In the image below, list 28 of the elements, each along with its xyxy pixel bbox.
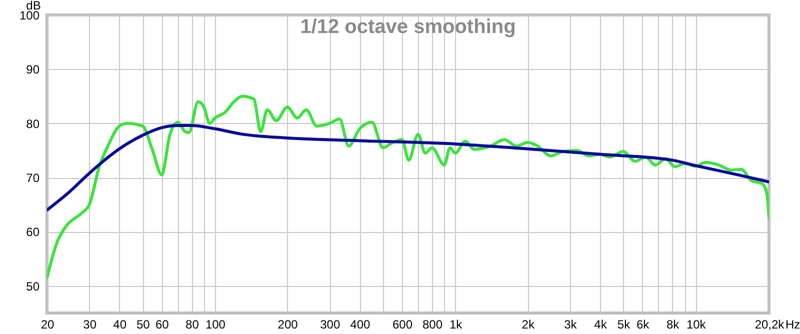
chart-title: 1/12 octave smoothing (300, 16, 516, 38)
x-tick-label: 100 (205, 318, 226, 332)
y-tick-label: 80 (26, 116, 40, 131)
x-tick-label: 80 (186, 318, 200, 332)
x-tick-label: 30 (83, 318, 97, 332)
x-tick-label: 50 (136, 318, 150, 332)
x-tick-label: 400 (350, 318, 370, 332)
y-tick-label: 70 (26, 171, 40, 186)
x-tick-label: 20,2k (754, 318, 786, 332)
x-tick-label: 200 (278, 318, 298, 332)
x-tick-label: 4k (594, 318, 608, 332)
x-tick-label: 5k (617, 318, 632, 332)
x-tick-label: 8k (666, 318, 680, 332)
x-tick-label: 40 (113, 318, 127, 332)
y-tick-label: 90 (26, 62, 40, 77)
x-tick-label: 10k (686, 318, 707, 332)
x-tick-label: 2k (522, 318, 536, 332)
x-tick-label: 6k (636, 318, 650, 332)
x-tick-label: 600 (392, 318, 413, 332)
x-axis-title: Hz (786, 318, 800, 332)
x-tick-label: 60 (155, 318, 170, 332)
x-tick-label: 800 (422, 318, 443, 332)
x-tick-label: 1k (449, 318, 464, 332)
x-tick-label: 3k (564, 318, 578, 332)
y-tick-label: 50 (26, 279, 40, 294)
x-tick-label: 20 (40, 318, 54, 332)
x-tick-label: 300 (320, 318, 340, 332)
y-tick-label: 60 (26, 225, 40, 240)
